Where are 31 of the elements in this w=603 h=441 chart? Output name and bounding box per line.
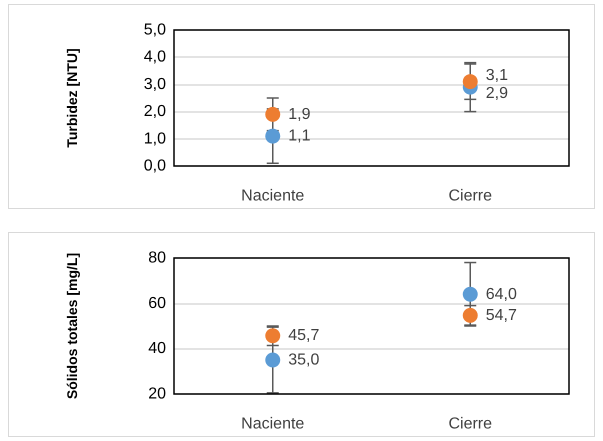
data-label: 35,0 [288,352,320,368]
data-label: 3,1 [486,66,508,84]
y-tick-label: 3,0 [144,76,166,93]
x-tick-label: Naciente [241,416,304,432]
y-tick-label: 60 [148,294,166,312]
data-label: 54,7 [486,306,517,324]
x-tick-label: Naciente [241,188,304,204]
y-axis-title: Sólidos totales [mg/L] [64,252,80,400]
data-label: 1,9 [288,106,311,123]
point [265,128,280,144]
y-tick-label: 80 [148,250,166,266]
point [265,328,280,344]
y-axis-title: Turbidez [NTU] [64,48,80,148]
data-label: 1,1 [288,128,311,145]
point [265,106,280,122]
point [462,286,478,302]
data-label: 2,9 [486,84,508,102]
data-label: 45,7 [288,327,320,344]
y-tick-label: 2,0 [144,103,166,120]
data-label: 64,0 [486,286,517,303]
y-tick-label: 5,0 [144,22,166,38]
point [265,352,280,368]
x-tick-label: Cierre [448,416,492,432]
x-tick-label: Cierre [448,188,492,204]
y-tick-label: 20 [148,386,166,402]
y-tick-label: 0,0 [144,158,166,174]
y-tick-label: 4,0 [144,48,166,66]
point [462,74,478,90]
y-tick-label: 40 [148,340,166,358]
y-tick-label: 1,0 [144,130,166,148]
point [462,308,478,323]
